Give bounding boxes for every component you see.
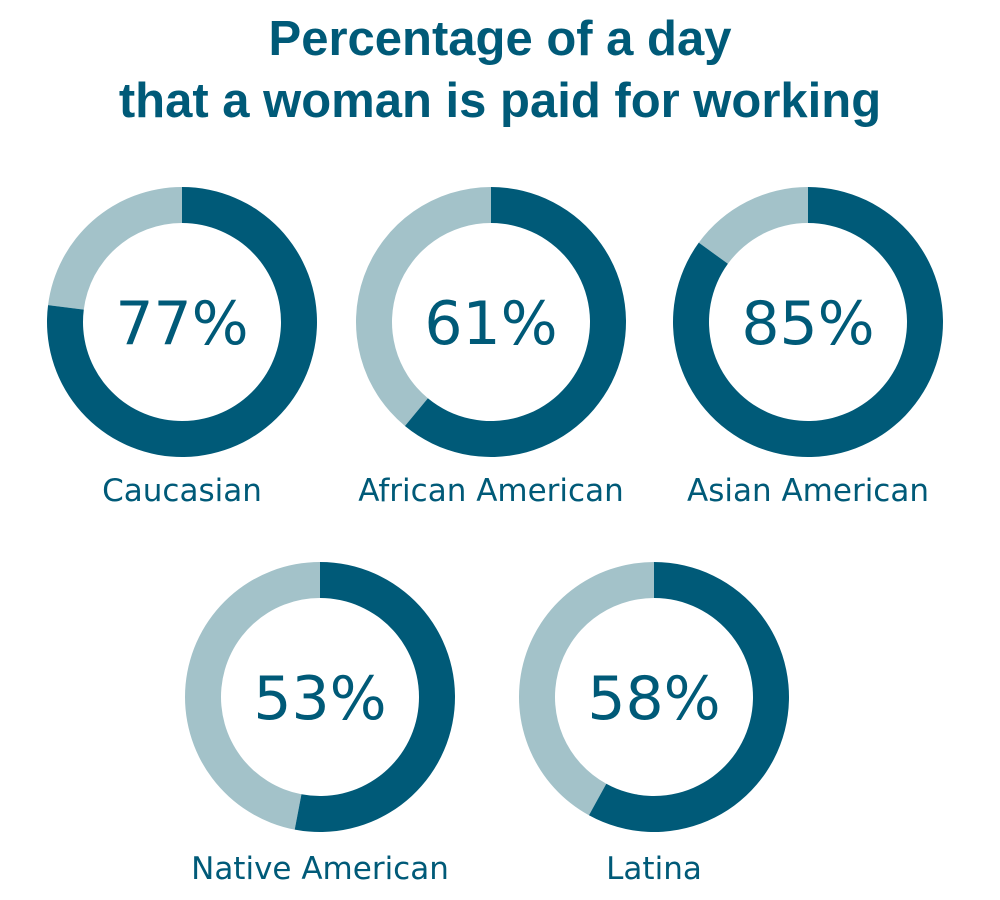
donut-remainder-caucasian	[48, 187, 182, 310]
donut-native-american: 53% Native American	[185, 562, 456, 887]
donut-remainder-latina	[519, 562, 654, 816]
chart-title-line-1: Percentage of a day	[268, 12, 732, 66]
category-label-latina: Latina	[606, 851, 702, 887]
chart-title-line-2: that a woman is paid for working	[118, 74, 882, 128]
donut-latina: 58% Latina	[519, 562, 790, 887]
value-label-african-american: 61%	[424, 289, 557, 359]
donut-value-latina	[588, 562, 790, 833]
donut-african-american: 61% African American	[356, 187, 626, 509]
donut-asian-american: 85% Asian American	[673, 187, 943, 509]
donut-value-native-american	[294, 562, 456, 832]
donut-remainder-african-american	[356, 187, 491, 427]
value-label-latina: 58%	[587, 664, 720, 734]
chart-title: Percentage of a day that a woman is paid…	[0, 8, 1000, 132]
value-label-asian-american: 85%	[741, 289, 874, 359]
donut-remainder-asian-american	[698, 187, 808, 264]
category-label-caucasian: Caucasian	[102, 473, 262, 509]
donut-remainder-native-american	[185, 562, 320, 830]
category-label-asian-american: Asian American	[687, 473, 929, 509]
value-label-caucasian: 77%	[115, 289, 248, 359]
donut-caucasian: 77% Caucasian	[46, 187, 318, 509]
category-label-african-american: African American	[358, 473, 623, 509]
category-label-native-american: Native American	[191, 851, 449, 887]
donut-value-african-american	[404, 187, 626, 457]
value-label-native-american: 53%	[253, 664, 386, 734]
